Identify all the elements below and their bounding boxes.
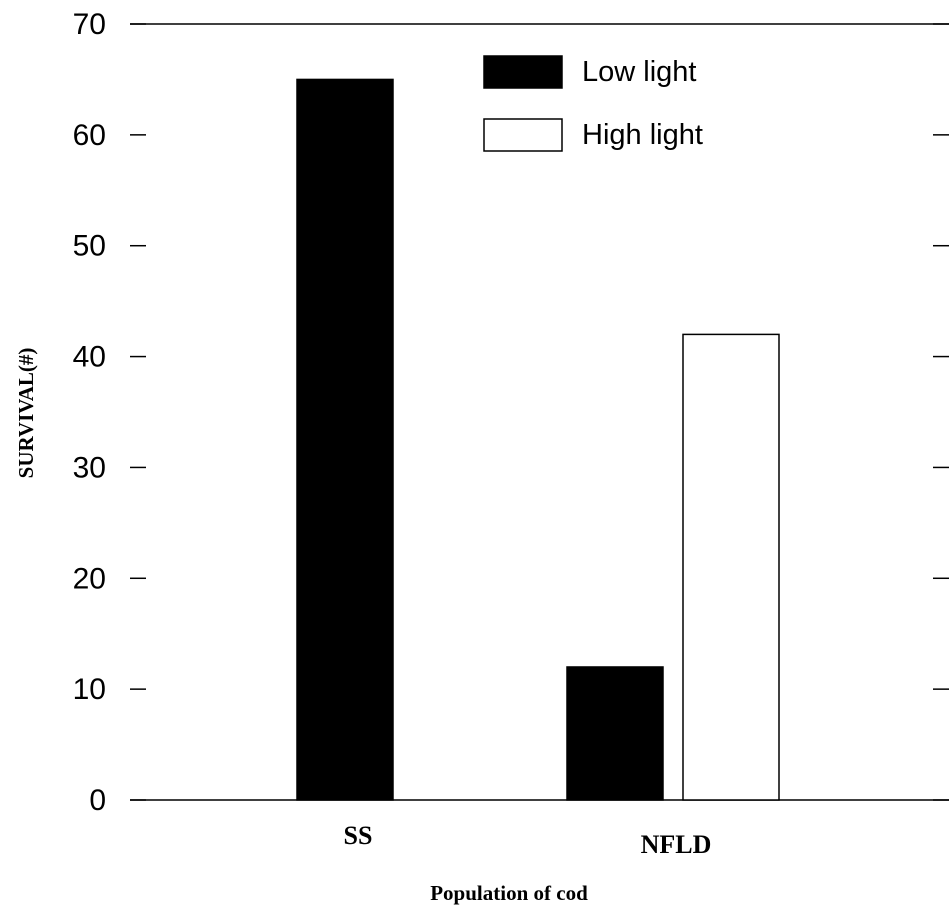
- y-tick-label: 30: [73, 451, 106, 484]
- legend-swatch: [483, 55, 563, 89]
- y-tick-label: 10: [73, 673, 106, 706]
- legend-label: High light: [582, 119, 703, 151]
- legend-label: Low light: [582, 56, 696, 88]
- chart-x-categories: SS NFLD: [344, 821, 712, 859]
- bar-high-light-nfld: [682, 333, 780, 801]
- bar-low-light-nfld: [566, 666, 664, 801]
- y-tick-label: 0: [89, 784, 106, 817]
- chart-y-ticks: 0 10 20 30 40 50 60 70: [73, 8, 949, 817]
- y-tick-label: 50: [73, 230, 106, 263]
- chart-axes: [130, 23, 949, 801]
- y-axis-title: SURVIVAL(#): [14, 348, 38, 479]
- bar-low-light-ss: [296, 78, 394, 801]
- x-axis-title: Population of cod: [430, 881, 588, 905]
- x-category-label: SS: [344, 821, 373, 850]
- chart-bars: [296, 78, 780, 801]
- chart-legend: Low light High light: [483, 55, 703, 152]
- y-tick-label: 70: [73, 8, 106, 41]
- x-category-label: NFLD: [641, 830, 712, 859]
- legend-swatch: [483, 118, 563, 152]
- y-tick-label: 20: [73, 562, 106, 595]
- y-tick-label: 60: [73, 119, 106, 152]
- y-tick-label: 40: [73, 341, 106, 374]
